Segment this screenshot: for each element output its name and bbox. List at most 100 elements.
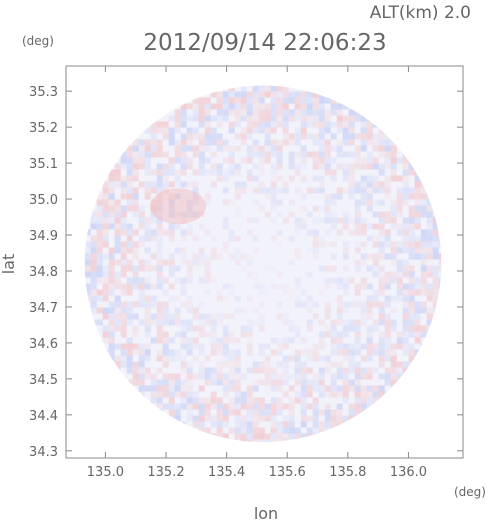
radar-cell-negative [144, 169, 151, 176]
radar-cell-negative [222, 169, 229, 176]
radar-cell-negative [408, 163, 415, 170]
radar-cell-negative [366, 295, 373, 302]
radar-cell-negative [204, 115, 211, 122]
radar-cell-positive [312, 103, 319, 110]
radar-cell-negative [336, 193, 343, 200]
radar-cell-negative [330, 343, 337, 350]
radar-cell-negative [102, 235, 109, 242]
radar-cell-negative [348, 103, 355, 110]
y-tick-label: 34.5 [29, 373, 58, 388]
radar-cell-negative [234, 391, 241, 398]
radar-cell-positive [426, 295, 433, 302]
radar-cell-negative [228, 355, 235, 362]
radar-cell-positive [288, 133, 295, 140]
radar-cell-negative [276, 409, 283, 416]
radar-cell-negative [300, 289, 307, 296]
radar-cell-negative [168, 415, 175, 422]
radar-cell-negative [252, 163, 259, 170]
radar-cell-positive [258, 433, 265, 440]
radar-cell-positive [162, 385, 169, 392]
radar-cell-positive [102, 295, 109, 302]
radar-cell-negative [168, 211, 175, 218]
radar-cell-positive [126, 265, 133, 272]
radar-cell-negative [198, 343, 205, 350]
radar-cell-negative [312, 403, 319, 410]
radar-cell-positive [264, 367, 271, 374]
radar-cell-positive [288, 289, 295, 296]
radar-cell-positive [408, 193, 415, 200]
radar-cell-negative [186, 325, 193, 332]
radar-cell-positive [330, 319, 337, 326]
radar-cell-positive [384, 325, 391, 332]
radar-cell-negative [276, 301, 283, 308]
radar-cell-negative [318, 151, 325, 158]
radar-cell-positive [252, 439, 259, 443]
radar-cell-positive [198, 97, 205, 104]
radar-cell-positive [192, 145, 199, 152]
radar-cell-negative [426, 331, 433, 338]
radar-cell-negative [138, 319, 145, 326]
radar-cell-negative [270, 199, 277, 206]
radar-cell-positive [354, 319, 361, 326]
radar-cell-negative [174, 409, 181, 416]
radar-cell-positive [402, 241, 409, 248]
radar-cell-positive [264, 127, 271, 134]
radar-cell-positive [192, 235, 199, 242]
radar-cell-negative [354, 187, 361, 194]
radar-cell-positive [438, 229, 442, 236]
radar-cell-positive [180, 169, 187, 176]
radar-cell-positive [384, 331, 391, 338]
radar-cell-negative [342, 241, 349, 248]
radar-cell-negative [402, 343, 409, 350]
radar-cell-negative [186, 397, 193, 404]
radar-cell-negative [234, 397, 241, 404]
radar-cell-negative [186, 307, 193, 314]
radar-cell-positive [210, 331, 217, 338]
radar-cell-negative [162, 169, 169, 176]
radar-cell-negative [282, 379, 289, 386]
radar-cell-negative [426, 325, 433, 332]
radar-cell-positive [438, 253, 442, 260]
radar-cell-negative [378, 343, 385, 350]
radar-cell-negative [282, 361, 289, 368]
radar-cell-positive [138, 391, 145, 398]
radar-cell-positive [252, 121, 259, 128]
radar-cell-negative [342, 163, 349, 170]
radar-cell-negative [312, 247, 319, 254]
radar-cell-negative [300, 193, 307, 200]
radar-cell-negative [108, 355, 115, 362]
radar-cell-positive [120, 229, 127, 236]
radar-cell-negative [264, 289, 271, 296]
radar-cell-positive [360, 133, 367, 140]
radar-cell-positive [414, 319, 421, 326]
radar-cell-negative [270, 415, 277, 422]
radar-cell-negative [246, 433, 253, 440]
radar-cell-positive [330, 169, 337, 176]
radar-cell-positive [120, 325, 127, 332]
radar-cell-negative [312, 115, 319, 122]
radar-cell-positive [222, 145, 229, 152]
radar-cell-negative [90, 217, 97, 224]
radar-cell-positive [168, 283, 175, 290]
radar-cell-negative [390, 391, 397, 398]
radar-cell-positive [378, 313, 385, 320]
radar-cell-positive [228, 145, 235, 152]
radar-cell-negative [318, 205, 325, 212]
radar-cell-negative [330, 199, 337, 206]
radar-cell-positive [354, 133, 361, 140]
radar-cell-positive [162, 127, 169, 134]
radar-cell-positive [138, 259, 145, 266]
radar-cell-positive [96, 247, 103, 254]
radar-cell-positive [126, 193, 133, 200]
radar-cell-positive [258, 301, 265, 308]
radar-cell-negative [186, 319, 193, 326]
radar-cell-negative [174, 157, 181, 164]
radar-cell-positive [96, 193, 103, 200]
radar-cell-positive [414, 337, 421, 344]
radar-cell-positive [342, 265, 349, 272]
radar-cell-negative [186, 337, 193, 344]
radar-cell-negative [198, 277, 205, 284]
radar-cell-negative [342, 175, 349, 182]
radar-cell-negative [252, 91, 259, 98]
radar-cell-positive [240, 109, 247, 116]
